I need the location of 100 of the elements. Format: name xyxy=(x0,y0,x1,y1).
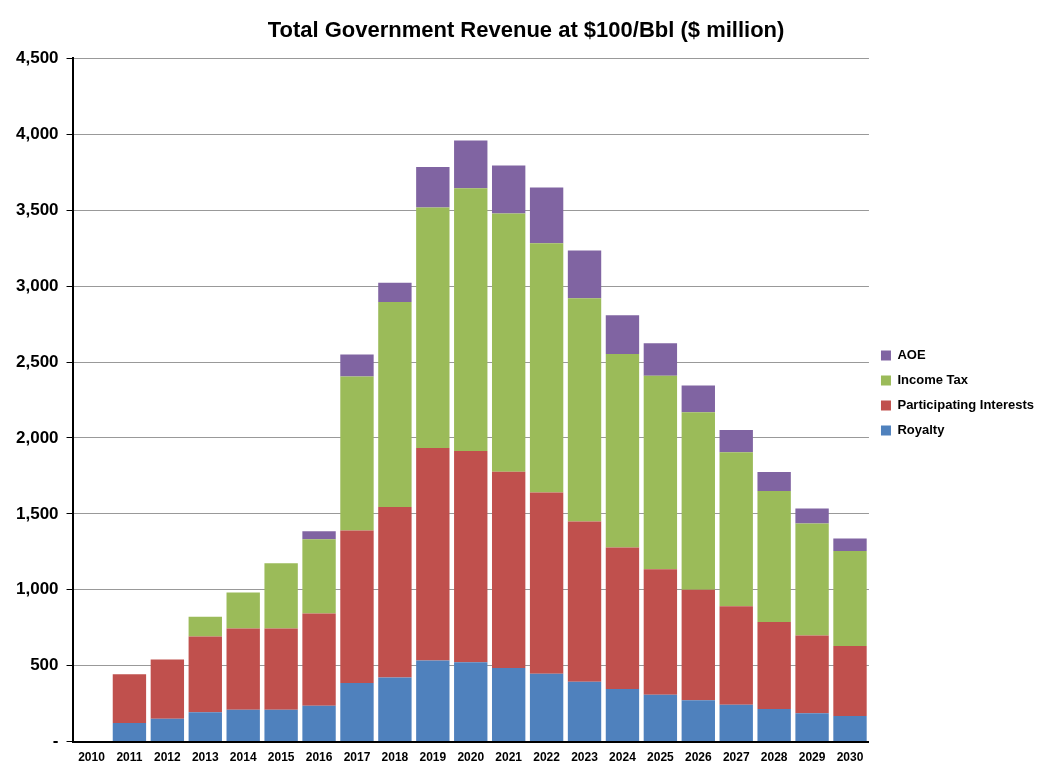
y-tick-label: 1,500 xyxy=(15,503,59,523)
x-tick-label: 2015 xyxy=(267,750,295,765)
bar xyxy=(567,681,602,742)
bar xyxy=(491,165,526,214)
bar xyxy=(529,243,564,493)
legend-label: Royalty xyxy=(897,422,946,438)
bar xyxy=(567,521,602,682)
bar xyxy=(226,628,260,710)
bar xyxy=(226,592,260,629)
x-tick-label: 2014 xyxy=(229,750,257,765)
bar xyxy=(529,187,564,244)
bar xyxy=(416,660,450,742)
bar xyxy=(378,302,412,508)
y-tick-label: 2,000 xyxy=(15,427,59,447)
bar xyxy=(226,709,260,742)
y-tick-label: 4,000 xyxy=(15,124,59,143)
bar xyxy=(416,166,450,208)
bar xyxy=(302,531,336,540)
bar xyxy=(302,613,336,706)
bar xyxy=(795,635,829,714)
x-tick-label: 2022 xyxy=(533,750,561,765)
bar xyxy=(605,315,640,354)
bar xyxy=(264,563,298,629)
bar xyxy=(719,704,753,742)
chart-title: Total Government Revenue at $100/Bbl ($ million) xyxy=(267,17,785,43)
bar xyxy=(491,667,526,742)
bar xyxy=(378,282,412,303)
x-tick-label: 2026 xyxy=(684,750,712,765)
bar xyxy=(681,385,715,413)
bar xyxy=(643,375,678,570)
y-tick-label: 3,500 xyxy=(15,199,59,219)
y-tick-label: 4,500 xyxy=(15,48,59,68)
bar xyxy=(378,507,412,678)
x-tick-label: 2029 xyxy=(798,750,826,765)
x-tick-label: 2017 xyxy=(343,750,371,765)
bar xyxy=(264,628,298,710)
bar xyxy=(340,683,374,742)
legend-label: Participating Interests xyxy=(897,397,1035,413)
bar xyxy=(491,471,526,668)
x-tick-label: 2012 xyxy=(154,750,182,765)
bar xyxy=(112,674,147,723)
bar xyxy=(719,606,753,705)
x-tick-label: 2016 xyxy=(305,750,333,765)
bar xyxy=(833,715,867,742)
bar xyxy=(757,708,791,742)
y-tick-label: 1,000 xyxy=(15,579,59,599)
bar xyxy=(150,718,185,742)
bar xyxy=(264,709,298,742)
bar xyxy=(378,677,412,742)
bar xyxy=(302,539,336,614)
bar xyxy=(529,673,564,742)
bar xyxy=(681,589,715,701)
bar xyxy=(302,705,336,742)
x-tick-label: 2021 xyxy=(495,750,523,765)
bar xyxy=(757,490,791,622)
bar xyxy=(529,492,564,674)
bar xyxy=(340,530,374,683)
bar xyxy=(491,213,526,472)
x-tick-label: 2011 xyxy=(116,750,143,765)
bar xyxy=(795,523,829,636)
x-tick-label: 2013 xyxy=(191,750,219,765)
bar xyxy=(681,700,715,742)
x-tick-label: 2030 xyxy=(836,750,864,765)
x-tick-label: 2028 xyxy=(760,750,788,765)
bar xyxy=(454,451,488,663)
x-tick-label: 2020 xyxy=(457,750,485,765)
x-tick-label: 2027 xyxy=(722,750,750,765)
bar xyxy=(795,508,829,524)
bar xyxy=(833,551,867,647)
bar xyxy=(681,412,715,590)
x-tick-label: 2010 xyxy=(78,750,106,765)
bar xyxy=(112,722,147,742)
bar xyxy=(643,694,678,742)
bar xyxy=(188,636,222,713)
bar xyxy=(643,343,678,376)
bar xyxy=(454,188,488,452)
bar xyxy=(833,538,867,552)
legend-label: AOE xyxy=(897,347,926,363)
bar xyxy=(605,689,640,742)
x-tick-label: 2025 xyxy=(647,750,675,765)
bar xyxy=(454,140,488,189)
x-tick-label: 2024 xyxy=(609,750,637,765)
bar xyxy=(188,712,222,742)
bar xyxy=(340,354,374,377)
legend-label: Income Tax xyxy=(897,372,969,388)
bar xyxy=(643,569,678,695)
y-tick-label: 500 xyxy=(30,655,59,675)
bar xyxy=(188,616,222,637)
bar xyxy=(833,646,867,716)
y-tick-label: - xyxy=(52,731,59,751)
bar xyxy=(416,207,450,448)
x-tick-label: 2018 xyxy=(381,750,409,765)
bar xyxy=(340,376,374,531)
bar xyxy=(567,298,602,522)
bar xyxy=(757,621,791,709)
x-tick-label: 2023 xyxy=(571,750,599,765)
bar xyxy=(454,662,488,742)
bar xyxy=(719,429,753,453)
bar xyxy=(150,659,185,719)
bar xyxy=(416,447,450,661)
